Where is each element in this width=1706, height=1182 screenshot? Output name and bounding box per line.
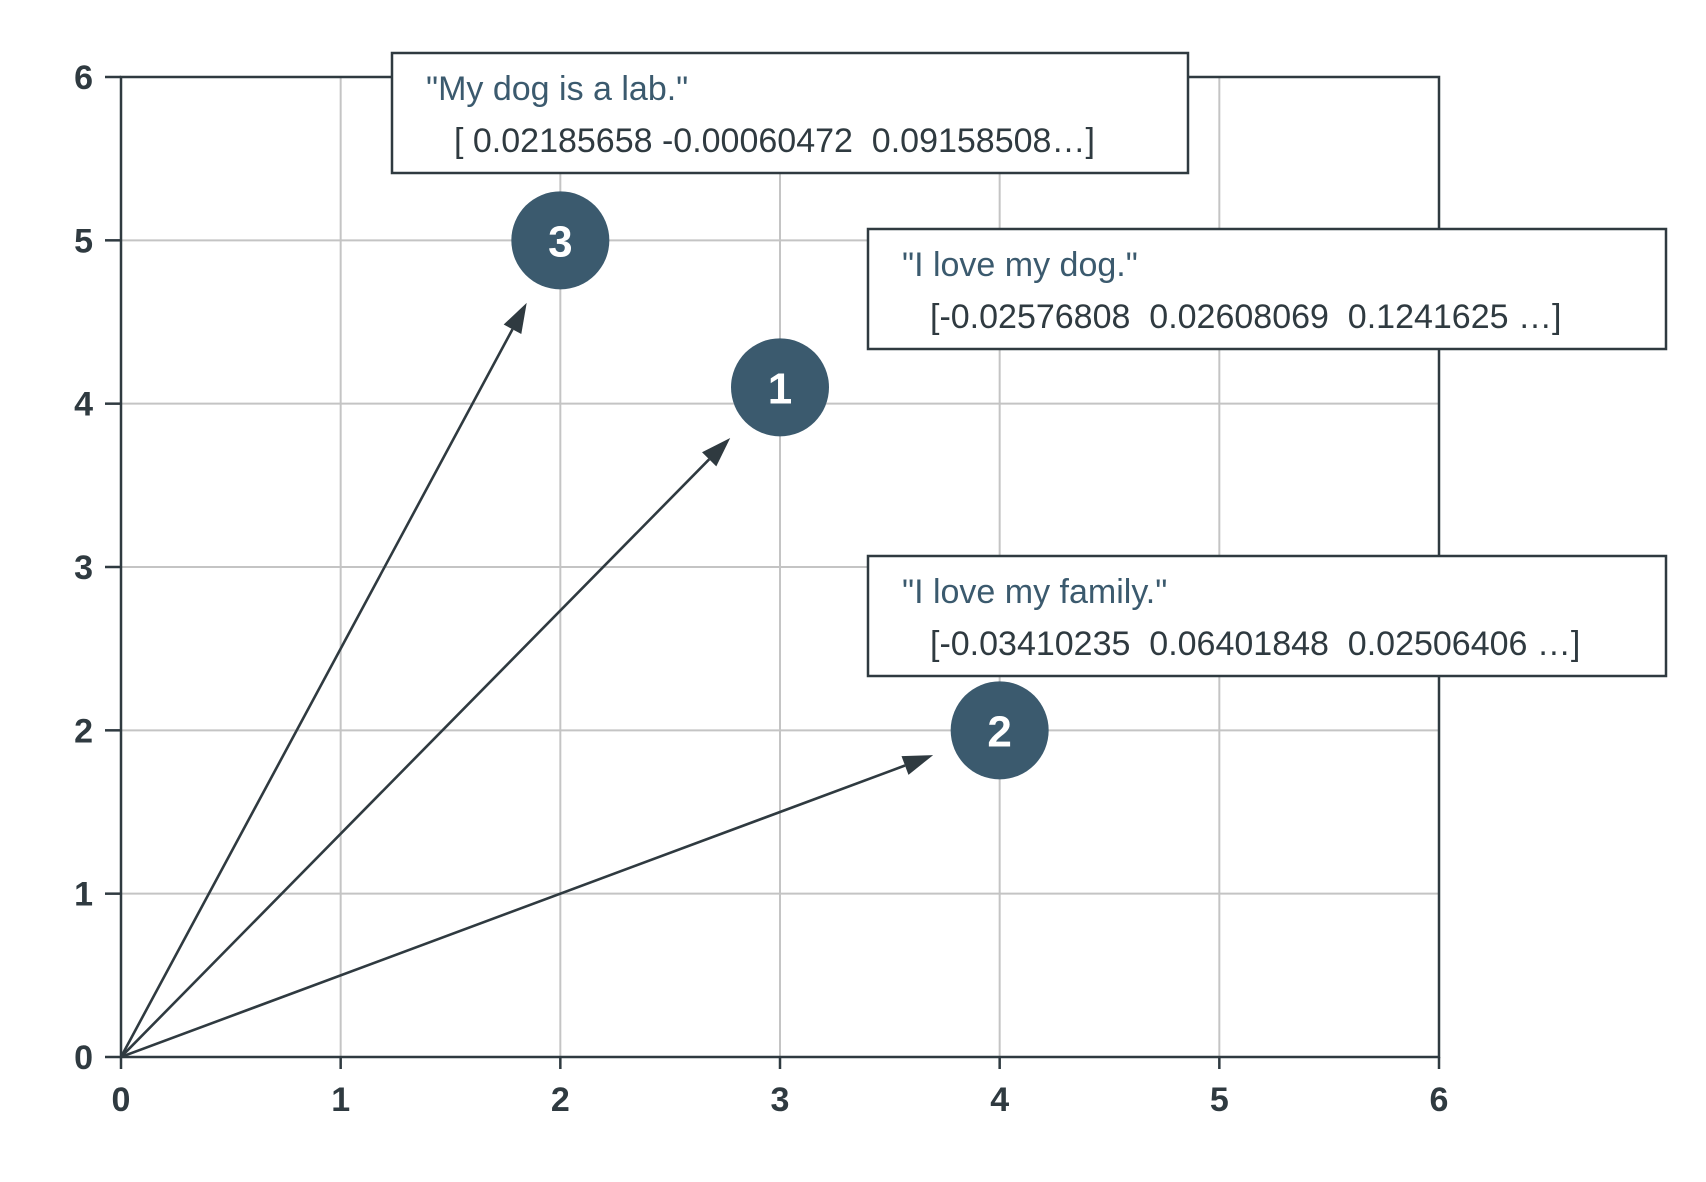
x-tick-label: 3	[771, 1081, 790, 1119]
point-marker-1	[731, 338, 829, 437]
y-tick-label: 1	[74, 876, 93, 914]
callout-sentence: "I love my dog."	[902, 246, 1138, 284]
x-tick-label: 2	[551, 1081, 570, 1119]
callout-embedding: [ 0.02185658 -0.00060472 0.09158508…]	[454, 122, 1095, 160]
vector-line-2	[120, 764, 906, 1059]
callout-box	[866, 227, 1668, 351]
callout-3: "My dog is a lab." [ 0.02185658 -0.000604…	[390, 51, 1190, 175]
point-marker-label: 3	[548, 217, 572, 266]
callout-embedding: [-0.02576808 0.02608069 0.1241625 …]	[930, 298, 1561, 336]
x-tick-label: 4	[990, 1081, 1009, 1119]
callout-sentence: "My dog is a lab."	[426, 70, 688, 108]
point-marker-label: 2	[987, 707, 1011, 756]
vector-line-1	[120, 458, 711, 1058]
vector-line-3	[119, 328, 514, 1058]
point-marker-label: 1	[768, 364, 792, 413]
arrow-head-1	[702, 437, 731, 467]
y-tick-label: 6	[74, 59, 93, 97]
x-tick-label: 0	[112, 1081, 131, 1119]
callout-sentence: "I love my family."	[902, 573, 1167, 611]
axes: 0 1 2 3 4 5 6 0 1 2 3 4 5 6	[74, 59, 1448, 1119]
y-tick-label: 2	[74, 712, 93, 750]
callout-1: "I love my dog." [-0.02576808 0.02608069 …	[866, 227, 1668, 351]
point-marker-2	[950, 681, 1049, 780]
callouts: "I love my dog." [-0.02576808 0.02608069 …	[390, 51, 1668, 678]
x-tick-label: 1	[331, 1081, 350, 1119]
y-tick-label: 5	[74, 222, 93, 260]
callout-2: "I love my family." [-0.03410235 0.064018…	[866, 554, 1668, 678]
y-tick-label: 0	[74, 1039, 93, 1077]
point-marker-3	[511, 191, 610, 290]
x-tick-label: 5	[1210, 1081, 1229, 1119]
callout-box	[390, 51, 1190, 175]
callout-box	[866, 554, 1668, 678]
point-markers: 1 2 3	[511, 191, 1049, 780]
y-tick-label: 4	[74, 386, 93, 424]
vectors	[119, 302, 934, 1059]
callout-embedding: [-0.03410235 0.06401848 0.02506406 …]	[930, 625, 1580, 663]
arrow-head-3	[503, 302, 527, 335]
x-tick-label: 6	[1430, 1081, 1449, 1119]
arrow-head-2	[901, 755, 934, 775]
y-tick-label: 3	[74, 549, 93, 587]
